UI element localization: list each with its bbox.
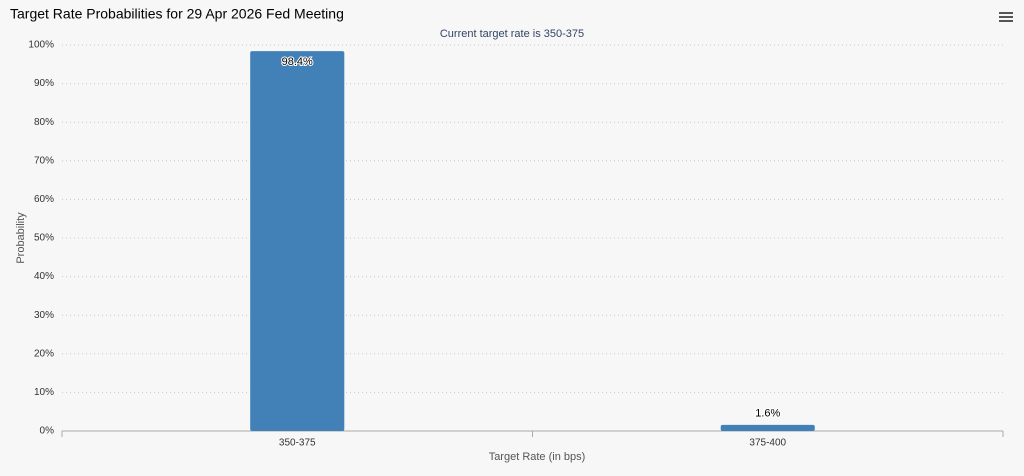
y-tick-label: 100% xyxy=(28,40,54,51)
y-axis-title: Probability xyxy=(15,212,27,264)
menu-bar xyxy=(999,12,1013,14)
value-label: 1.6% xyxy=(755,408,780,420)
y-tick-label: 0% xyxy=(40,426,55,437)
chart-subtitle: Current target rate is 350-375 xyxy=(440,28,584,40)
menu-button[interactable] xyxy=(999,12,1013,22)
y-tick-label: 40% xyxy=(34,271,54,282)
y-tick-label: 80% xyxy=(34,117,54,128)
menu-bar xyxy=(999,16,1013,18)
chart-title: Target Rate Probabilities for 29 Apr 202… xyxy=(10,6,344,22)
x-axis-title: Target Rate (in bps) xyxy=(489,451,586,463)
y-tick-label: 20% xyxy=(34,348,54,359)
y-tick-label: 30% xyxy=(34,310,54,321)
menu-bar xyxy=(999,20,1013,22)
x-tick-label: 350-375 xyxy=(279,438,316,449)
x-tick-label: 375-400 xyxy=(749,438,786,449)
value-label: 98.4% xyxy=(282,56,313,68)
y-tick-label: 70% xyxy=(34,155,54,166)
bar xyxy=(720,424,815,431)
y-tick-label: 10% xyxy=(34,387,54,398)
y-tick-label: 90% xyxy=(34,78,54,89)
bar xyxy=(250,51,345,432)
y-tick-label: 60% xyxy=(34,194,54,205)
y-tick-label: 50% xyxy=(34,233,54,244)
